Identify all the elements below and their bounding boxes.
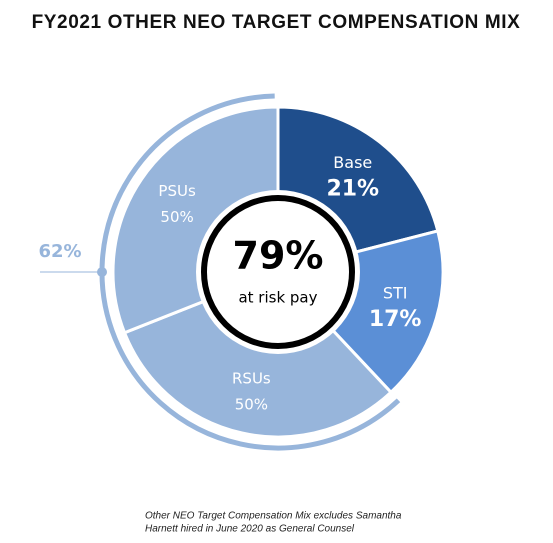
footnote: Other NEO Target Compensation Mix exclud… [145, 511, 402, 522]
chart-title: FY2021 OTHER NEO TARGET COMPENSATION MIX [32, 12, 521, 33]
slice-value: 50% [160, 208, 193, 226]
slice-value: 50% [235, 396, 268, 414]
group-arc [99, 93, 401, 451]
slice-value: 17% [369, 307, 422, 332]
slice-value: 21% [326, 177, 379, 202]
center-label: at risk pay [238, 289, 317, 307]
footnote: Harnett hired in June 2020 as General Co… [145, 524, 355, 535]
slice-label: Base [333, 153, 372, 172]
slice-label: RSUs [232, 370, 271, 388]
slice-label: PSUs [158, 182, 196, 200]
center-value: 79% [233, 234, 324, 278]
slice-label: STI [383, 284, 408, 303]
slice [122, 270, 394, 439]
leader-dot [97, 267, 107, 277]
center-hole [196, 190, 360, 354]
group-label: 62% [38, 241, 81, 262]
center-ring [201, 195, 355, 349]
